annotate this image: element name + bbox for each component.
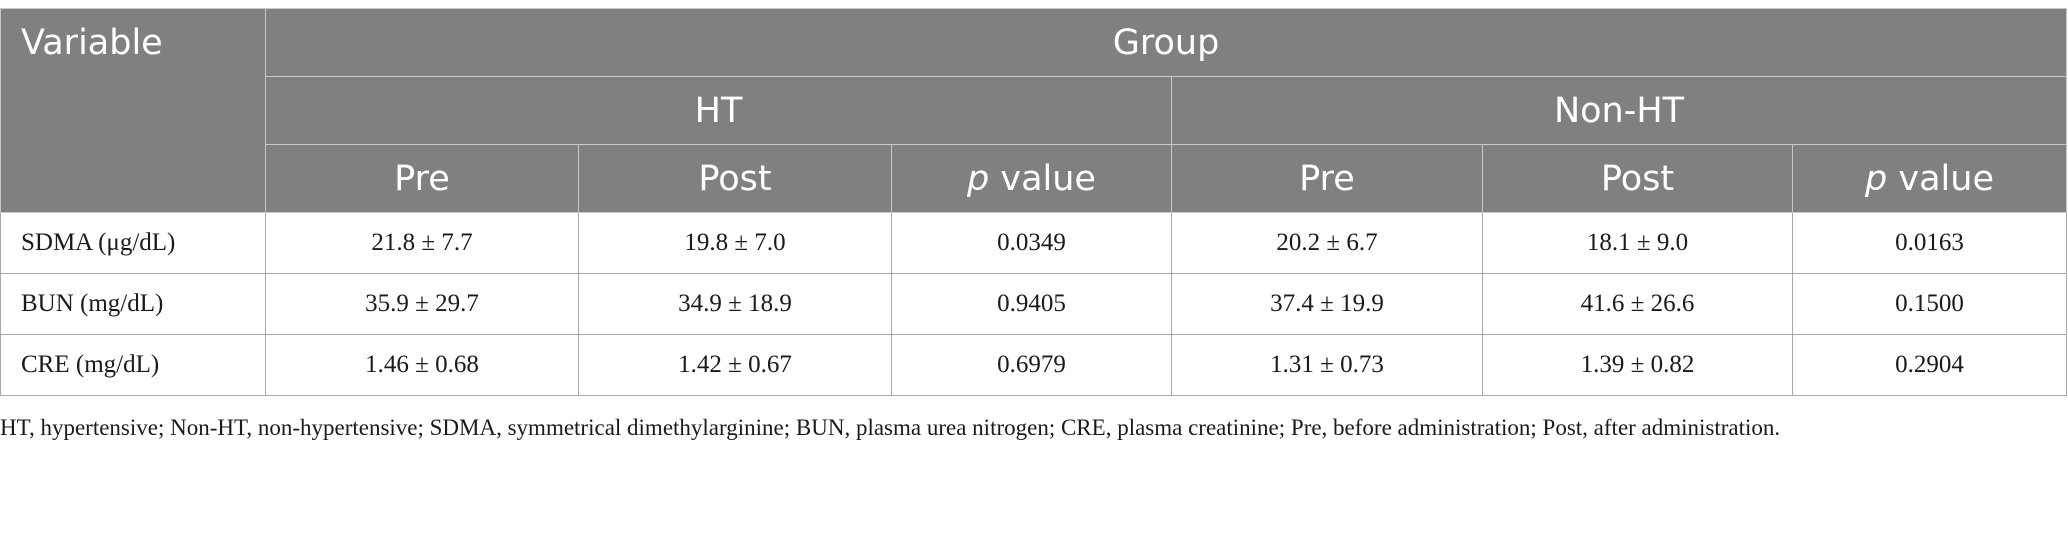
cell-variable: BUN (mg/dL) xyxy=(0,273,266,335)
cell-ht-pre: 21.8 ± 7.7 xyxy=(265,212,579,274)
data-table: Variable Group HT Non-HT Pre Post p valu… xyxy=(0,8,2068,396)
table-row: BUN (mg/dL) 35.9 ± 29.7 34.9 ± 18.9 0.94… xyxy=(0,273,2068,335)
cell-ht-p: 0.0349 xyxy=(891,212,1172,274)
cell-variable: CRE (mg/dL) xyxy=(0,334,266,396)
cell-ht-p: 0.6979 xyxy=(891,334,1172,396)
table-row: CRE (mg/dL) 1.46 ± 0.68 1.42 ± 0.67 0.69… xyxy=(0,334,2068,396)
cell-nonht-post: 18.1 ± 9.0 xyxy=(1482,212,1793,274)
cell-nonht-p: 0.2904 xyxy=(1791,334,2068,396)
header-variable: Variable xyxy=(0,8,266,213)
cell-ht-pre: 1.46 ± 0.68 xyxy=(265,334,579,396)
cell-nonht-p: 0.0163 xyxy=(1791,212,2068,274)
header-ht: HT xyxy=(265,76,1172,145)
cell-ht-post: 34.9 ± 18.9 xyxy=(578,273,892,335)
cell-ht-pre: 35.9 ± 29.7 xyxy=(265,273,579,335)
header-nonht-post: Post xyxy=(1482,144,1793,213)
cell-nonht-post: 1.39 ± 0.82 xyxy=(1482,334,1793,396)
header-row-2: HT Non-HT xyxy=(1,76,2068,145)
header-group: Group xyxy=(264,8,2068,77)
cell-ht-post: 1.42 ± 0.67 xyxy=(578,334,892,396)
header-ht-p-value: p value xyxy=(891,144,1172,213)
table-container: Variable Group HT Non-HT Pre Post p valu… xyxy=(0,8,2068,396)
header-row-1: Variable Group xyxy=(0,8,2068,213)
header-row-3: Pre Post p value Pre Post p value xyxy=(1,144,2068,213)
cell-nonht-pre: 37.4 ± 19.9 xyxy=(1171,273,1483,335)
header-nonht-p-value: p value xyxy=(1791,144,2068,213)
p-value-label: value xyxy=(1887,158,1994,199)
header-ht-pre: Pre xyxy=(265,144,579,213)
cell-nonht-post: 41.6 ± 26.6 xyxy=(1482,273,1793,335)
p-italic: p xyxy=(967,158,990,199)
cell-nonht-pre: 1.31 ± 0.73 xyxy=(1171,334,1483,396)
header-ht-post: Post xyxy=(578,144,892,213)
p-value-label: value xyxy=(989,158,1096,199)
p-italic: p xyxy=(1865,158,1888,199)
header-non-ht: Non-HT xyxy=(1170,76,2068,145)
cell-variable: SDMA (μg/dL) xyxy=(0,212,266,274)
cell-ht-p: 0.9405 xyxy=(891,273,1172,335)
cell-ht-post: 19.8 ± 7.0 xyxy=(578,212,892,274)
table-footnote: HT, hypertensive; Non-HT, non-hypertensi… xyxy=(0,415,1781,440)
cell-nonht-pre: 20.2 ± 6.7 xyxy=(1171,212,1483,274)
header-nonht-pre: Pre xyxy=(1171,144,1483,213)
cell-nonht-p: 0.1500 xyxy=(1791,273,2068,335)
table-row: SDMA (μg/dL) 21.8 ± 7.7 19.8 ± 7.0 0.034… xyxy=(0,212,2068,274)
